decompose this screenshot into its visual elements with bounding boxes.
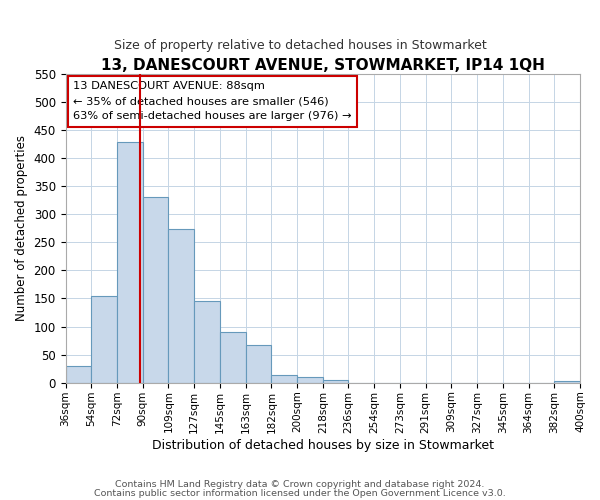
Bar	[169, 230, 194, 383]
Bar	[554, 380, 580, 383]
Bar	[65, 366, 91, 383]
Text: Contains HM Land Registry data © Crown copyright and database right 2024.: Contains HM Land Registry data © Crown c…	[115, 480, 485, 489]
Y-axis label: Number of detached properties: Number of detached properties	[15, 135, 28, 321]
Text: Contains public sector information licensed under the Open Government Licence v3: Contains public sector information licen…	[94, 490, 506, 498]
Text: 13 DANESCOURT AVENUE: 88sqm
← 35% of detached houses are smaller (546)
63% of se: 13 DANESCOURT AVENUE: 88sqm ← 35% of det…	[73, 82, 352, 121]
Bar	[220, 332, 245, 383]
Bar	[271, 376, 297, 383]
Bar	[297, 377, 323, 383]
Text: Size of property relative to detached houses in Stowmarket: Size of property relative to detached ho…	[113, 38, 487, 52]
Bar	[194, 302, 220, 383]
Bar	[91, 296, 117, 383]
Bar	[323, 380, 349, 383]
Bar	[245, 344, 271, 383]
X-axis label: Distribution of detached houses by size in Stowmarket: Distribution of detached houses by size …	[152, 440, 494, 452]
Bar	[117, 142, 143, 383]
Bar	[143, 198, 169, 383]
Title: 13, DANESCOURT AVENUE, STOWMARKET, IP14 1QH: 13, DANESCOURT AVENUE, STOWMARKET, IP14 …	[101, 58, 545, 72]
